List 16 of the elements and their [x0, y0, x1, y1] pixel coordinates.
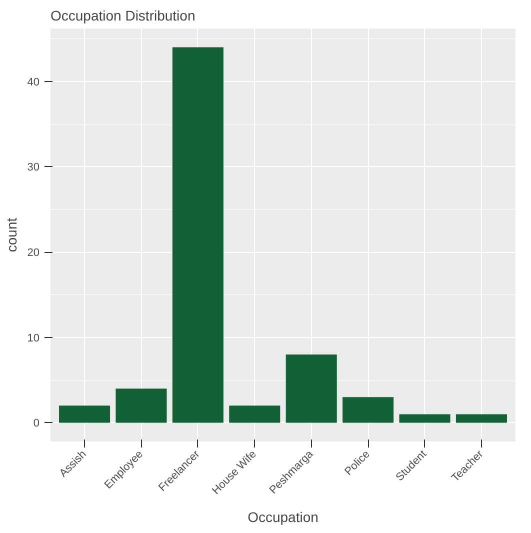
bar	[116, 388, 167, 423]
y-tick-label: 10	[27, 332, 40, 344]
x-axis-title: Occupation	[248, 509, 318, 526]
y-tick-label: 20	[27, 247, 40, 260]
bar	[229, 406, 280, 423]
y-tick-label: 40	[27, 76, 40, 88]
y-tick-label: 30	[27, 162, 40, 174]
bar	[342, 397, 394, 423]
bar	[286, 354, 337, 423]
y-tick-label: 0	[33, 418, 40, 430]
bar	[59, 406, 110, 423]
bar	[456, 414, 507, 423]
bar	[172, 47, 224, 423]
y-axis-title: count	[3, 218, 20, 252]
chart-title: Occupation Distribution	[50, 8, 196, 24]
bar	[399, 414, 450, 423]
